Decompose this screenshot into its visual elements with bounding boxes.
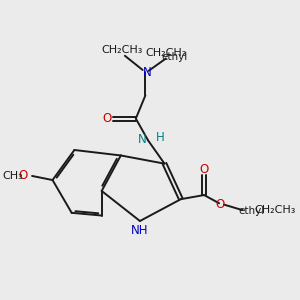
Text: CH₂CH₃: CH₂CH₃ [146, 47, 187, 58]
Text: CH₂CH₃: CH₂CH₃ [255, 205, 296, 215]
Text: N: N [138, 133, 147, 146]
Text: O: O [200, 163, 209, 176]
Text: N: N [142, 66, 151, 79]
Text: H: H [156, 131, 165, 144]
Text: CH₂CH₃: CH₂CH₃ [101, 45, 143, 55]
Text: ethyl: ethyl [239, 206, 265, 216]
Text: NH: NH [131, 224, 149, 237]
Text: O: O [216, 198, 225, 211]
Text: O: O [18, 169, 27, 182]
Text: ethyl: ethyl [161, 52, 188, 62]
Text: CH₃: CH₃ [2, 171, 23, 181]
Text: O: O [103, 112, 112, 125]
